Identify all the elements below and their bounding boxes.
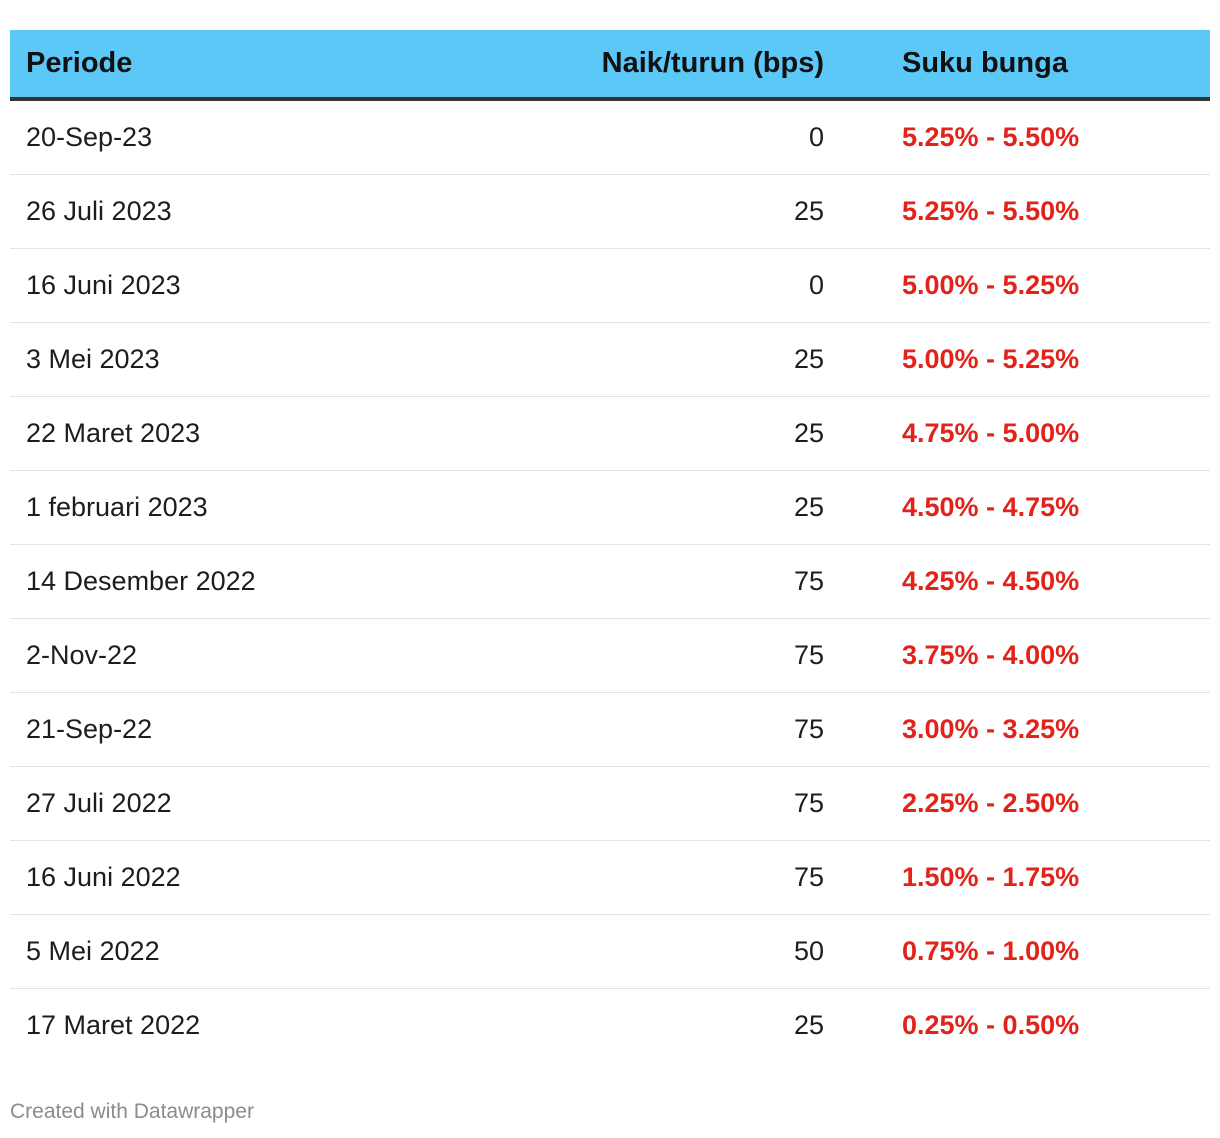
table-row: 1 februari 2023 25 4.50% - 4.75%	[10, 470, 1210, 545]
table-row: 20-Sep-23 0 5.25% - 5.50%	[10, 99, 1210, 175]
rate-cell: 2.25% - 2.50%	[840, 766, 1210, 841]
bps-cell: 75	[550, 766, 840, 841]
bps-cell: 25	[793, 1010, 824, 1040]
rate-cell: 5.25% - 5.50%	[840, 99, 1210, 175]
table-row: 16 Juni 2022 75 1.50% - 1.75%	[10, 840, 1210, 915]
rate-cell: 3.00% - 3.25%	[840, 692, 1210, 767]
rate-cell: 3.75% - 4.00%	[840, 618, 1210, 693]
bps-cell: 25	[550, 174, 840, 249]
table-row: 3 Mei 2023 25 5.00% - 5.25%	[10, 322, 1210, 397]
table-row: 2-Nov-22 75 3.75% - 4.00%	[10, 618, 1210, 693]
bps-cell: 75	[550, 692, 840, 767]
table-row: 22 Maret 2023 25 4.75% - 5.00%	[10, 396, 1210, 471]
table-body: 20-Sep-23 0 5.25% - 5.50% 26 Juli 2023 25 5.2…	[10, 99, 1210, 1062]
rate-cell: 5.00% - 5.25%	[840, 322, 1210, 397]
rate-cell: 0.25% - 0.50%	[902, 1010, 1080, 1040]
bps-cell: 75	[550, 840, 840, 915]
period-cell: 26 Juli 2023	[10, 174, 550, 249]
rate-table-container: Periode Naik/turun (bps) Suku bunga 20-S…	[10, 30, 1210, 1062]
period-cell: 16 Juni 2022	[10, 840, 550, 915]
period-cell: 1 februari 2023	[10, 470, 550, 545]
column-header-rate[interactable]: Suku bunga	[840, 30, 1210, 101]
period-cell: 5 Mei 2022	[10, 914, 550, 989]
table-row: 16 Juni 2023 0 5.00% - 5.25%	[10, 248, 1210, 323]
table-row: 26 Juli 2023 25 5.25% - 5.50%	[10, 174, 1210, 249]
rate-cell: 1.50% - 1.75%	[840, 840, 1210, 915]
column-header-bps[interactable]: Naik/turun (bps)	[550, 30, 840, 101]
period-cell: 17 Maret 2022	[26, 1010, 201, 1040]
table-row: 27 Juli 2022 75 2.25% - 2.50%	[10, 766, 1210, 841]
header-row: Periode Naik/turun (bps) Suku bunga	[10, 30, 1210, 101]
bps-cell: 25	[550, 470, 840, 545]
period-cell: 27 Juli 2022	[10, 766, 550, 841]
table-row: 14 Desember 2022 75 4.25% - 4.50%	[10, 544, 1210, 619]
rate-cell: 4.50% - 4.75%	[840, 470, 1210, 545]
bps-cell: 50	[550, 914, 840, 989]
period-cell: 20-Sep-23	[10, 99, 550, 175]
rate-cell: 5.25% - 5.50%	[840, 174, 1210, 249]
rate-cell: 4.75% - 5.00%	[840, 396, 1210, 471]
period-cell: 14 Desember 2022	[10, 544, 550, 619]
table-row: 5 Mei 2022 50 0.75% - 1.00%	[10, 914, 1210, 989]
rate-cell: 0.75% - 1.00%	[840, 914, 1210, 989]
rate-cell: 5.00% - 5.25%	[840, 248, 1210, 323]
bps-cell: 25	[550, 322, 840, 397]
period-cell: 3 Mei 2023	[10, 322, 550, 397]
rate-cell: 4.25% - 4.50%	[840, 544, 1210, 619]
table-header: Periode Naik/turun (bps) Suku bunga	[10, 30, 1210, 101]
period-cell: 21-Sep-22	[10, 692, 550, 767]
bps-cell: 0	[550, 99, 840, 175]
bps-cell: 25	[550, 396, 840, 471]
period-cell: 2-Nov-22	[10, 618, 550, 693]
period-cell: 16 Juni 2023	[10, 248, 550, 323]
bps-cell: 75	[550, 618, 840, 693]
bps-cell: 0	[550, 248, 840, 323]
period-cell: 22 Maret 2023	[10, 396, 550, 471]
datawrapper-credit: Created with Datawrapper	[10, 1100, 254, 1123]
column-header-period[interactable]: Periode	[10, 30, 550, 101]
table-row: 17 Maret 2022 25 0.25% - 0.50%	[10, 989, 1210, 1063]
table-row: 21-Sep-22 75 3.00% - 3.25%	[10, 692, 1210, 767]
bps-cell: 75	[550, 544, 840, 619]
rate-table: Periode Naik/turun (bps) Suku bunga 20-S…	[10, 30, 1210, 1062]
